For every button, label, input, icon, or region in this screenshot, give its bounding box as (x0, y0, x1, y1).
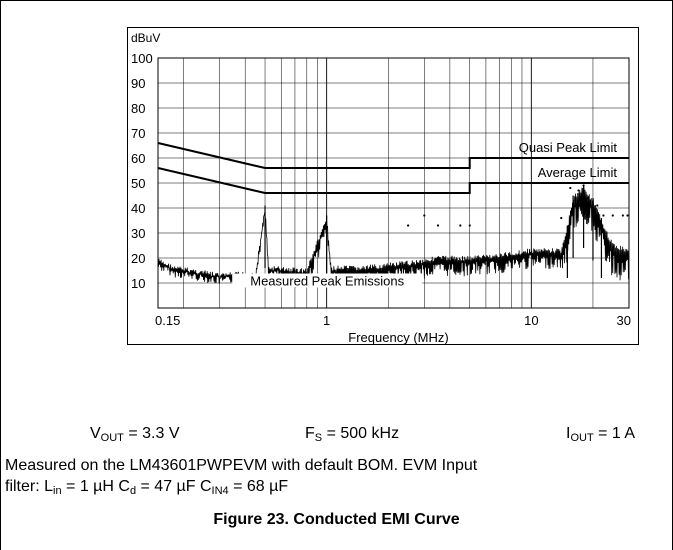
y-tick-label: 100 (131, 51, 153, 66)
peak-marker (621, 214, 624, 217)
peak-marker (560, 216, 563, 220)
y-axis-label: dBuV (131, 31, 160, 45)
figure-caption: Figure 23. Conducted EMI Curve (213, 511, 460, 528)
peak-marker (468, 224, 471, 227)
measured-label-bg (232, 273, 423, 288)
peak-marker (577, 189, 580, 192)
peak-marker (596, 204, 599, 207)
average-limit-line (157, 167, 629, 194)
x-tick-label: 1 (323, 313, 330, 328)
x-tick-label: 30 (617, 313, 631, 328)
measured-peak-emissions-label: Measured Peak Emissions (250, 274, 404, 289)
y-tick-label: 30 (131, 226, 145, 241)
page-frame-left (0, 0, 1, 550)
y-tick-label: 40 (131, 201, 145, 216)
peak-marker (569, 186, 572, 190)
y-tick-label: 10 (131, 276, 145, 291)
y-tick-label: 90 (131, 76, 145, 91)
iout-condition: IOUT = 1 A (566, 425, 636, 444)
y-tick-label: 70 (131, 126, 145, 141)
peak-marker (582, 184, 585, 187)
fs-condition: FS = 500 kHz (305, 425, 400, 444)
peak-marker (423, 214, 426, 217)
peak-marker (587, 196, 590, 200)
y-tick-label: 50 (131, 176, 145, 191)
y-tick-label: 80 (131, 101, 145, 116)
peak-marker (407, 224, 410, 227)
quasi-peak-limit-label: Quasi Peak Limit (519, 140, 618, 155)
peak-marker (602, 214, 605, 217)
peak-marker (591, 211, 595, 215)
average-limit-label: Average Limit (538, 165, 618, 180)
peak-marker (611, 214, 614, 217)
emi-chart: 10 20 30 40 50 60 70 80 90 100 0.15 1 10 30 dBuV Freque… (127, 27, 639, 345)
x-tick-label: 0.15 (155, 313, 180, 328)
peak-marker (436, 224, 440, 227)
measurement-note-line2: filter: Lin = 1 µH Cd = 47 µF CIN4 = 68 … (5, 478, 289, 497)
x-axis-label: Frequency (MHz) (348, 330, 448, 344)
page-frame-top (0, 0, 673, 1)
x-tick-label: 10 (524, 313, 538, 328)
measurement-note-line1: Measured on the LM43601PWPEVM with defau… (5, 457, 478, 474)
y-tick-label: 20 (131, 251, 145, 266)
vout-condition: VOUT = 3.3 V (90, 425, 180, 444)
peak-marker (459, 224, 462, 227)
measured-peak-emissions-trace (157, 187, 630, 288)
quasi-peak-limit-line (157, 142, 629, 169)
y-tick-label: 60 (131, 151, 145, 166)
emi-chart-svg: 10 20 30 40 50 60 70 80 90 100 0.15 1 10 30 dBuV Freque… (131, 31, 631, 344)
peak-marker (626, 214, 629, 217)
